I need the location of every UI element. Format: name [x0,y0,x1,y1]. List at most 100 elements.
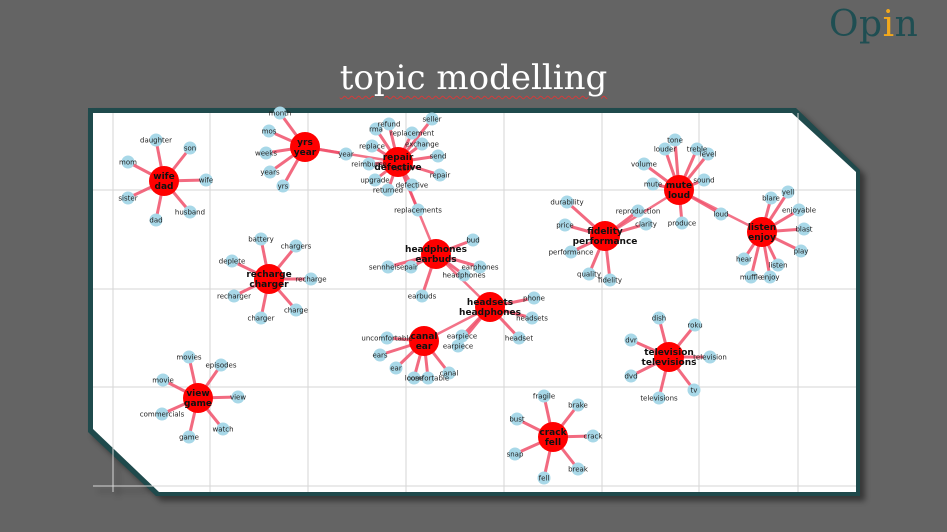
word-label-ear: ear [390,365,402,373]
word-node-movies [182,350,196,364]
word-label-daughter: daughter [140,137,172,145]
word-label-month: month [269,110,292,118]
word-label-year: year [338,151,354,159]
word-node-dad [149,213,163,227]
word-node-view [231,390,245,404]
topic-hub-view-game [183,383,213,413]
word-label-view: view [230,394,246,402]
word-node-fell [537,471,551,485]
word-node-pair [404,260,418,274]
word-label-televisions: televisions [640,395,678,403]
topic-hub-headsets-headphones [475,292,505,322]
word-label-earphones: earphones [461,264,498,272]
word-label-loud: loud [713,211,728,219]
word-label-yell: yell [782,189,794,197]
word-node-loud [714,207,728,221]
word-label-deplete: deplete [219,258,246,266]
word-node-volume [637,157,651,171]
word-label-movie: movie [152,377,174,385]
word-node-years [263,165,277,179]
word-node-crack [586,429,600,443]
topic-label-repair-defective: repair defective [374,153,421,173]
topic-label-recharge-charger: recharge charger [246,270,291,290]
word-label-television: television [693,354,727,362]
word-node-returned [381,183,395,197]
topic-label-mute-loud: mute loud [666,181,692,201]
word-node-performance [564,245,578,259]
word-label-play: play [794,248,809,256]
topic-label-headphones-earbuds: headphones earbuds [405,245,467,265]
word-label-replace: replace [359,143,385,151]
word-node-earphones [473,260,487,274]
word-node-deplete [225,254,239,268]
word-node-blare [764,191,778,205]
word-label-dvr: dvr [625,337,637,345]
word-node-upgrade [368,173,382,187]
topic-label-yrs-year: yrs year [294,138,317,158]
word-label-headphones: headphones [442,272,485,280]
word-node-ears [373,348,387,362]
word-node-blast [797,222,811,236]
topic-hub-crack-fell [538,422,568,452]
word-node-seller [425,112,439,126]
word-node-watch [216,422,230,436]
word-label-dad: dad [149,217,162,225]
word-node-snap [508,447,522,461]
word-label-defective: defective [396,182,429,190]
word-node-tv [687,383,701,397]
word-label-reimburse: reimburse [351,161,387,169]
topic-hub-mute-loud [664,175,694,205]
word-label-blast: blast [795,226,812,234]
word-label-louder: louder [654,146,676,154]
word-label-replacements: replacements [394,207,442,215]
word-node-mos [262,124,276,138]
word-label-repair: repair [430,172,451,180]
word-node-recharge [304,272,318,286]
word-label-dvd: dvd [624,373,637,381]
word-node-bud [466,233,480,247]
word-label-break: break [568,466,589,474]
word-node-dvd [624,369,638,383]
topic-hub-fidelity-performance [590,221,620,251]
word-label-reproduction: reproduction [616,208,661,216]
word-node-reproduction [631,204,645,218]
word-label-earbuds: earbuds [408,293,437,301]
word-node-charge [289,303,303,317]
word-label-recharge: recharge [295,276,326,284]
word-label-price: price [556,222,573,230]
word-label-game: game [179,434,199,442]
topic-label-view-game: view game [184,389,212,409]
word-node-charger [254,311,268,325]
word-node-exchange [415,137,429,151]
word-label-clarity: clarity [635,221,657,229]
topic-graph-panel: daughter son mom wife sister husband dad wife da… [86,106,863,498]
word-label-charger: charger [248,315,275,323]
word-node-sennheiser [381,260,395,274]
word-label-upgrade: upgrade [360,177,389,185]
word-label-comfortable: comfortable [407,375,449,383]
word-label-roku: roku [687,322,702,330]
word-node-reimburse [362,157,376,171]
word-node-earpiece [451,339,465,353]
word-label-episodes: episodes [205,362,236,370]
word-node-break [571,462,585,476]
word-label-commercials: commercials [140,411,185,419]
word-node-headphones [457,268,471,282]
word-node-headset [512,331,526,345]
word-node-enjoyable [792,203,806,217]
word-node-treble [690,142,704,156]
word-label-returned: returned [373,187,403,195]
word-node-daughter [149,133,163,147]
word-label-snap: snap [507,451,524,459]
word-label-sennheiser: sennheiser [369,264,407,272]
word-node-earbuds [415,289,429,303]
word-node-replace [365,139,379,153]
word-node-dish [652,311,666,325]
word-node-brake [571,398,585,412]
word-node-enjoy [763,270,777,284]
word-node-ear [389,361,403,375]
word-node-movie [156,373,170,387]
word-label-tv: tv [691,387,698,395]
word-label-fidelity: fidelity [598,277,622,285]
word-label-refund: refund [378,121,401,129]
